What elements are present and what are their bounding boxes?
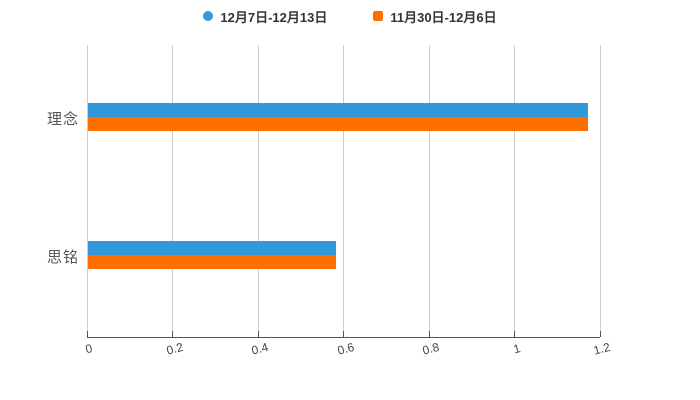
x-axis-tick [343, 331, 344, 337]
bar-category-2-series-1[interactable] [88, 241, 336, 255]
x-axis-tick [257, 331, 259, 337]
x-tick-label: 1 [511, 341, 522, 357]
y-category-label: 思铭 [46, 249, 79, 266]
gridline [428, 45, 430, 337]
gridline [86, 45, 88, 337]
legend: 12月7日-12月13日 11月30日-12月6日 [0, 5, 700, 27]
x-tick-label: 0.2 [164, 339, 185, 358]
legend-label-series-2: 11月30日-12月6日 [390, 9, 497, 25]
bar-category-2-series-2[interactable] [88, 255, 336, 269]
legend-square-marker-icon [373, 11, 384, 21]
legend-item-series-2[interactable]: 11月30日-12月6日 [373, 7, 497, 26]
x-axis-tick [514, 331, 515, 337]
bar-category-1-series-2[interactable] [88, 117, 589, 131]
x-tick-label: 0.6 [335, 339, 356, 358]
gridline [172, 45, 173, 337]
legend-circle-marker-icon [203, 11, 214, 21]
x-axis-tick [599, 331, 601, 337]
legend-item-series-1[interactable]: 12月7日-12月13日 [203, 7, 327, 26]
x-tick-label: 0.8 [420, 339, 441, 358]
x-tick-label: 1.2 [591, 339, 612, 358]
gridline [514, 45, 515, 337]
y-category-label: 理念 [46, 111, 79, 128]
x-axis-tick [428, 331, 430, 337]
bar-category-1-series-1[interactable] [88, 103, 589, 117]
x-axis-tick [86, 331, 88, 337]
legend-label-series-1: 12月7日-12月13日 [220, 9, 328, 25]
x-tick-label: 0.4 [249, 339, 270, 358]
gridline [257, 45, 259, 337]
x-axis-line [87, 337, 600, 338]
gridline [343, 45, 344, 337]
gridline [599, 45, 601, 337]
x-tick-label: 0 [83, 341, 94, 357]
x-axis-tick [172, 331, 173, 337]
